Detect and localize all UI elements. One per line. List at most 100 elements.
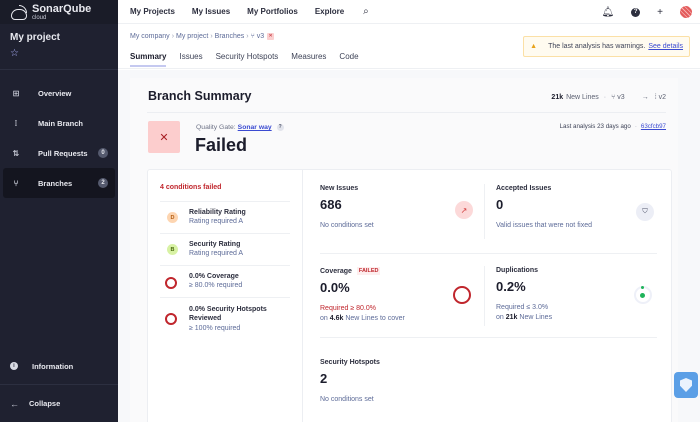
metric-value[interactable]: 686 [320,197,342,212]
condition-item[interactable]: B Security Rating Rating required A [160,233,290,265]
failed-conditions: 4 conditions failed D Reliability Rating… [148,170,303,422]
accepted-issues-metric[interactable]: Accepted Issues 0 Valid issues that were… [496,185,646,231]
metric-label: New Issues [320,185,359,192]
warning-text: The last analysis has warnings. [548,43,646,50]
metric-value[interactable]: 0.0% [320,280,350,295]
last-analysis-text: Last analysis 23 days ago [559,123,631,130]
commit-link[interactable]: 63cfcb97 [640,123,666,130]
divider [0,69,118,70]
star-icon[interactable]: ☆ [10,48,19,59]
metric-sub: No conditions set [320,222,374,229]
new-lines-label: New Lines [566,94,599,101]
quality-gate-label: Quality Gate: Sonar way ? [196,124,284,131]
duplications-lines: on 21k New Lines [496,314,553,321]
duplications-metric[interactable]: Duplications 0.2% Required ≤ 3.0% on 21k… [496,267,646,323]
breadcrumb-project[interactable]: My project [176,33,209,40]
metric-value[interactable]: 0 [496,197,504,212]
see-details-link[interactable]: See details [648,43,683,50]
nav-explore[interactable]: Explore [314,7,345,16]
nav-my-projects[interactable]: My Projects [130,7,175,16]
metric-sub: Valid issues that were not fixed [496,222,592,229]
target-branch: v2 [658,94,666,101]
breadcrumb-company[interactable]: My company [130,33,170,40]
metric-value[interactable]: 2 [320,371,328,386]
tab-issues[interactable]: Issues [179,52,203,61]
quality-gate-status: Failed [195,135,248,155]
nav-my-portfolios[interactable]: My Portfolios [247,7,298,16]
search-icon[interactable]: ⌕ [363,6,369,17]
duplications-donut-icon [634,286,652,304]
chevron-right-icon: › [210,33,213,40]
failed-status-icon: ✕ [267,33,275,40]
sidebar-item-label: Overview [38,88,72,98]
divider [484,184,485,239]
avatar[interactable] [680,6,692,18]
condition-item[interactable]: 0.0% Security Hotspots Reviewed ≥ 100% r… [160,297,290,341]
new-lines-value: 21k [551,94,564,101]
sidebar-item-branches[interactable]: ⑂ Branches 2 [3,168,115,198]
metric-label: Coverage FAILED [320,267,381,275]
sidebar-item-label: Branches [38,178,73,188]
condition-sub: ≥ 80.0% required [189,282,243,289]
plus-icon[interactable]: + [657,6,663,18]
nav-my-issues[interactable]: My Issues [191,7,231,16]
sonarqube-logo-icon [10,5,28,20]
tab-measures[interactable]: Measures [291,52,327,61]
trend-up-icon: ↗ [455,201,473,219]
collapse-button[interactable]: ← Collapse [0,384,118,422]
help-icon[interactable]: ? [276,124,284,131]
grid-icon: ⊞ [12,88,20,98]
rating-badge: B [167,244,178,255]
metric-sub: No conditions set [320,396,374,403]
information-button[interactable]: i Information [0,348,118,384]
coverage-ring-icon [453,286,471,304]
main-branch-icon: ⁞ [654,94,659,101]
shield-check-icon [680,378,692,392]
branch-icon: ⑂ [250,33,257,40]
information-label: Information [32,361,74,371]
help-icon[interactable]: ? [631,7,641,17]
tab-summary[interactable]: Summary [130,52,167,67]
sidebar-nav: ⊞ Overview ⁞ Main Branch ⇅ Pull Requests… [0,70,118,198]
last-analysis: Last analysis 23 days ago · 63cfcb97 [559,123,666,130]
breadcrumb-branches[interactable]: Branches [214,33,245,40]
coverage-lines: on 4.6k New Lines to cover [320,315,405,322]
sidebar-item-label: Pull Requests [38,148,88,158]
coverage-metric[interactable]: Coverage FAILED 0.0% Required ≥ 80.0% on… [320,267,470,324]
condition-item[interactable]: D Reliability Rating Rating required A [160,201,290,233]
count-badge: 0 [98,148,108,158]
top-right-actions: 🔔︎ ? + [584,0,692,24]
main-branch-icon: ⁞ [14,118,18,128]
pull-request-icon: ⇅ [12,148,20,158]
info-icon: i [10,362,18,370]
tab-code[interactable]: Code [339,52,359,61]
branch-icon: ⑂ [13,178,19,188]
main-content: Branch Summary 21k New Lines · ⑂ v3 → ⁞ … [118,70,700,422]
chevron-right-icon: › [246,33,249,40]
security-hotspots-metric[interactable]: Security Hotspots 2 No conditions set [320,359,520,405]
project-header: My project ☆ [0,24,118,69]
metrics-card: 4 conditions failed D Reliability Rating… [147,169,672,422]
tabs: Summary Issues Security Hotspots Measure… [130,52,372,67]
sidebar-item-main-branch[interactable]: ⁞ Main Branch [3,108,115,138]
sidebar-item-pull-requests[interactable]: ⇅ Pull Requests 0 [3,138,115,168]
branch-meta: 21k New Lines · ⑂ v3 → ⁞ v2 [551,94,666,101]
tab-security-hotspots[interactable]: Security Hotspots [215,52,279,61]
count-badge: 2 [98,178,108,188]
quality-gate-link[interactable]: Sonar way [237,124,272,131]
metric-value[interactable]: 0.2% [496,279,526,294]
branch-icon: ⑂ [611,94,618,101]
security-shield-button[interactable] [674,372,698,398]
brand-logo[interactable]: SonarQube cloud [0,0,118,24]
condition-item[interactable]: 0.0% Coverage ≥ 80.0% required [160,265,290,297]
sidebar-item-overview[interactable]: ⊞ Overview [3,78,115,108]
arrow-right-icon: → [641,94,649,101]
new-issues-metric[interactable]: New Issues 686 No conditions set [320,185,470,231]
breadcrumb-branch[interactable]: v3 [256,33,265,40]
bell-icon[interactable]: 🔔︎ [601,6,615,18]
condition-sub: Rating required A [189,250,244,257]
project-name: My project [10,32,61,43]
breadcrumb: My company › My project › Branches › ⑂ v… [130,33,275,40]
divider [320,337,657,338]
analysis-warning-banner: ▲ The last analysis has warnings. See de… [523,36,690,57]
